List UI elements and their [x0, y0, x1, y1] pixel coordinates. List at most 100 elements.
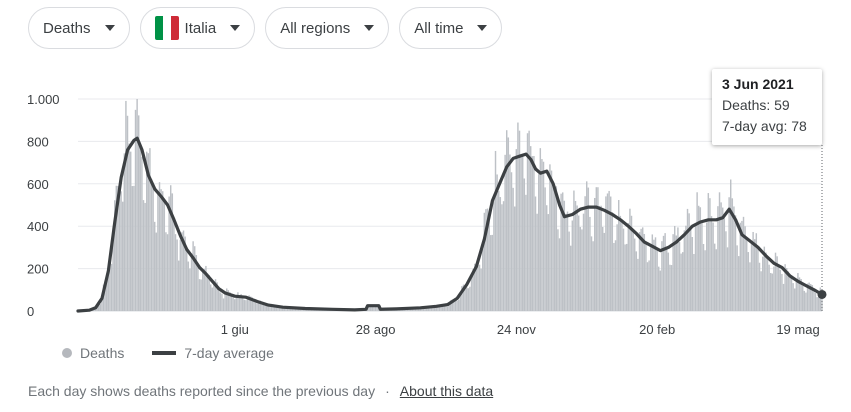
deaths-bar — [541, 159, 543, 311]
deaths-bar — [550, 170, 553, 311]
country-dropdown[interactable]: Italia — [139, 7, 256, 49]
deaths-bar — [200, 279, 202, 311]
deaths-bar — [696, 192, 698, 311]
deaths-bar — [437, 305, 439, 311]
deaths-bar — [142, 200, 145, 311]
deaths-bar — [138, 115, 140, 311]
deaths-bar — [168, 196, 170, 311]
deaths-bar — [448, 303, 450, 311]
deaths-bar — [558, 238, 561, 311]
deaths-bar — [485, 209, 487, 311]
legend-average-label: 7-day average — [184, 345, 274, 361]
deaths-bar — [216, 282, 218, 311]
y-tick-label: 0 — [27, 304, 34, 319]
deaths-bar — [546, 205, 548, 311]
deaths-bar — [422, 308, 425, 311]
deaths-bar — [595, 187, 598, 311]
deaths-bar — [715, 249, 718, 311]
deaths-bar — [512, 187, 514, 311]
deaths-bar — [226, 288, 228, 311]
deaths-bar — [674, 225, 676, 311]
deaths-bar — [301, 309, 303, 311]
deaths-bar — [251, 297, 254, 311]
deaths-bar — [149, 148, 151, 311]
deaths-bar — [123, 153, 126, 311]
deaths-bar — [253, 301, 255, 311]
deaths-bar — [155, 232, 158, 311]
deaths-bar — [621, 222, 623, 311]
deaths-bar — [483, 212, 486, 311]
deaths-bar — [99, 304, 102, 311]
deaths-bar — [128, 143, 130, 311]
deaths-bar — [446, 306, 449, 311]
deaths-bar — [803, 290, 806, 311]
deaths-bar — [634, 238, 636, 311]
deaths-bar — [518, 130, 521, 311]
deaths-bar — [158, 182, 161, 311]
deaths-bar — [632, 230, 634, 311]
deaths-bar — [531, 156, 534, 311]
footer-note: Each day shows deaths reported since the… — [28, 383, 376, 399]
deaths-bar — [237, 292, 239, 311]
deaths-bar — [250, 296, 252, 311]
deaths-chart[interactable]: 0 200 400 600 800 1.000 1 giu 28 ago 24 nov 20 fe… — [0, 0, 851, 340]
deaths-bar — [232, 297, 234, 311]
deaths-bar — [672, 234, 674, 311]
deaths-bar — [706, 222, 708, 311]
deaths-bar — [534, 196, 537, 311]
period-dropdown[interactable]: All time — [399, 7, 503, 49]
deaths-bar — [288, 308, 290, 311]
deaths-bar — [112, 227, 114, 311]
y-tick-label: 200 — [27, 262, 49, 277]
deaths-bar — [771, 273, 774, 311]
about-data-link[interactable]: About this data — [399, 383, 494, 399]
deaths-bar — [523, 178, 526, 311]
deaths-bar — [594, 197, 596, 311]
metric-dropdown[interactable]: Deaths — [28, 7, 130, 49]
deaths-bar — [590, 236, 593, 311]
deaths-bar — [275, 306, 278, 311]
deaths-bar — [496, 174, 498, 311]
deaths-bar — [605, 196, 607, 311]
deaths-bar — [781, 273, 783, 311]
deaths-bar — [442, 304, 444, 311]
deaths-bar — [120, 191, 122, 311]
chart-legend: Deaths 7-day average — [62, 345, 274, 361]
deaths-bar — [240, 294, 242, 311]
deaths-bar — [136, 99, 138, 311]
chart-footer: Each day shows deaths reported since the… — [28, 383, 493, 399]
deaths-bar — [752, 231, 754, 311]
deaths-bar — [658, 266, 660, 311]
deaths-bar — [472, 269, 474, 311]
deaths-bar — [645, 243, 647, 311]
deaths-bar — [536, 213, 538, 311]
deaths-bar — [600, 205, 602, 311]
deaths-bar — [723, 218, 726, 311]
region-dropdown[interactable]: All regions — [265, 7, 390, 49]
deaths-bar — [198, 279, 201, 311]
deaths-bar — [718, 192, 721, 311]
deaths-bar — [635, 251, 638, 311]
deaths-bar — [560, 193, 562, 311]
deaths-bar — [146, 151, 148, 311]
deaths-bar — [744, 226, 746, 311]
deaths-bar — [170, 185, 172, 311]
y-tick-label: 1.000 — [27, 92, 60, 107]
axis-labels: 0 200 400 600 800 1.000 1 giu 28 ago 24 nov 20 fe… — [27, 92, 820, 337]
x-tick-label: 24 nov — [497, 322, 537, 337]
deaths-bar — [578, 215, 580, 311]
deaths-bar — [584, 196, 586, 311]
deaths-bar — [426, 307, 428, 311]
deaths-bar — [285, 307, 287, 311]
deaths-bar — [754, 239, 756, 311]
deaths-bar — [109, 266, 111, 311]
deaths-bar — [640, 228, 642, 311]
deaths-bar — [206, 273, 209, 311]
deaths-bar — [638, 232, 641, 311]
deaths-bar — [213, 280, 215, 311]
deaths-bar — [568, 231, 570, 311]
deaths-bar — [186, 249, 188, 311]
deaths-bar — [790, 275, 793, 311]
deaths-bar — [144, 202, 146, 311]
deaths-bar — [730, 179, 732, 311]
